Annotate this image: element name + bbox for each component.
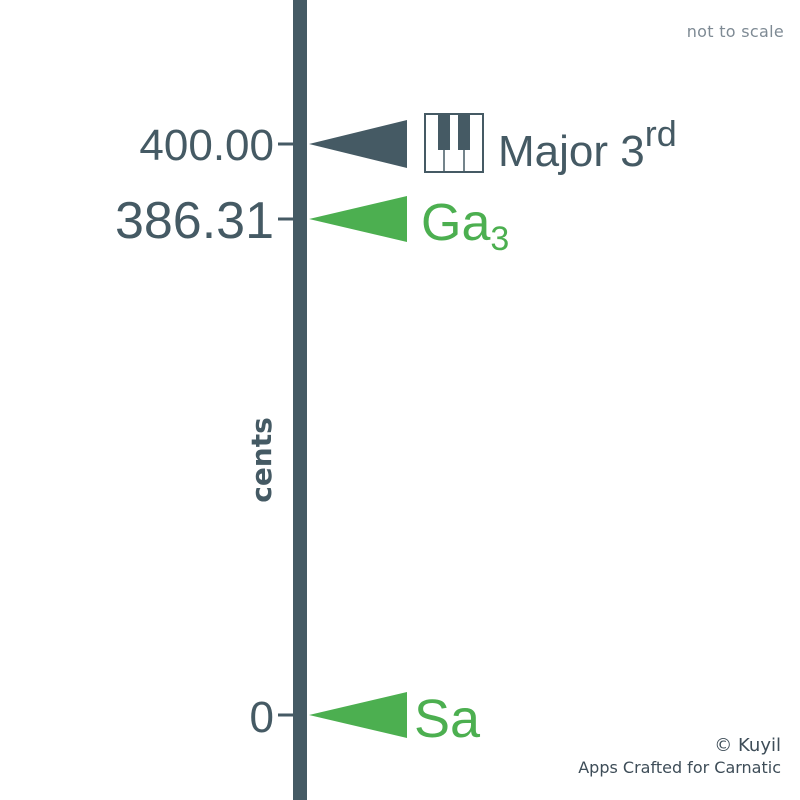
value-label: 0	[250, 693, 274, 742]
marker-name: Sa	[414, 689, 481, 749]
tagline: Apps Crafted for Carnatic	[578, 758, 781, 777]
marker-sa: 0 Sa	[250, 689, 482, 749]
swara-pointer	[309, 692, 407, 738]
copyright-line: © Kuyil	[714, 735, 781, 756]
marker-name: Ga3	[421, 194, 509, 258]
cents-axis	[293, 0, 307, 800]
marker-name: Major 3rd	[498, 113, 677, 176]
swara-pointer	[309, 196, 407, 242]
value-label: 400.00	[139, 121, 274, 170]
credits: © Kuyil Apps Crafted for Carnatic	[578, 735, 781, 779]
piano-icon	[424, 113, 484, 173]
axis-label: cents	[245, 417, 278, 503]
value-label: 386.31	[115, 192, 274, 250]
reference-pointer	[309, 120, 407, 168]
superscript: rd	[645, 113, 677, 154]
subscript: 3	[490, 220, 509, 258]
marker-ga3: 386.31 Ga3	[115, 192, 509, 258]
not-to-scale-note: not to scale	[686, 22, 784, 41]
marker-major-third: 400.00 Major 3rd	[139, 113, 677, 176]
